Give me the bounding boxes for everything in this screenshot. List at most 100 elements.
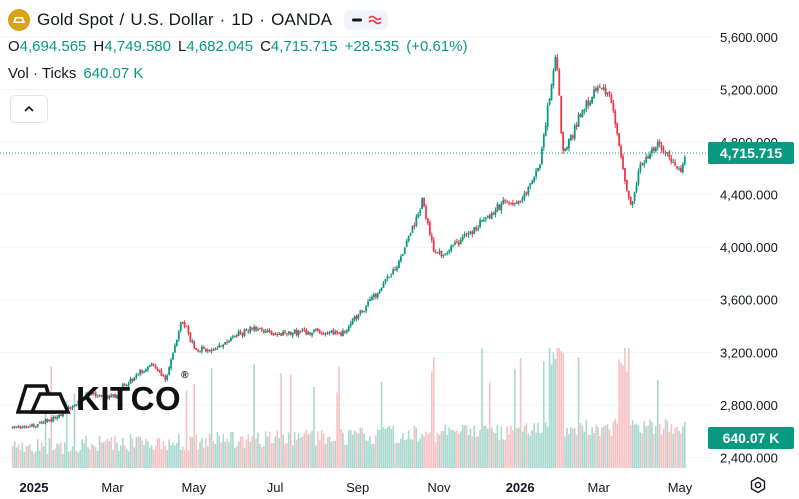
volume-bar [664, 418, 667, 468]
candle-body [31, 424, 33, 427]
candle-body [353, 316, 356, 320]
low-value: 4,682.045 [186, 38, 254, 55]
volume-bar [179, 449, 182, 468]
chart-title[interactable]: Gold Spot / U.S. Dollar · 1D · OANDA [37, 10, 332, 30]
volume-bar [367, 440, 369, 468]
collapse-legend-button[interactable] [10, 95, 48, 123]
candle-body [616, 123, 619, 134]
candle-body [396, 267, 398, 270]
candle-body [121, 384, 124, 388]
candle-body [566, 147, 568, 150]
volume-bar [653, 433, 655, 468]
candle-body [224, 342, 227, 345]
candle-body [185, 325, 188, 327]
volume-bar [347, 430, 350, 468]
candle-body [483, 219, 485, 221]
volume-bar [599, 436, 601, 468]
candle-body [481, 220, 483, 222]
candle-body [303, 329, 306, 331]
candle-body [230, 338, 232, 342]
candle-body [529, 183, 532, 187]
volume-bar [471, 436, 474, 468]
candle-body [423, 198, 425, 207]
volume-bar [398, 442, 400, 468]
volume-bar [566, 427, 568, 468]
volume-bar [402, 433, 404, 468]
candle-body [593, 89, 595, 98]
volume-bar [293, 431, 296, 468]
candle-body [635, 184, 638, 192]
candle-body [494, 210, 497, 215]
volume-bar [429, 432, 431, 468]
candle-body [307, 331, 310, 335]
volume-bar [405, 439, 408, 468]
candle-body [108, 395, 111, 399]
volume-bar [40, 442, 43, 468]
volume-bar [137, 436, 140, 468]
wave-icon[interactable] [366, 11, 384, 29]
candle-body [579, 114, 582, 117]
volume-bar [670, 424, 673, 468]
volume-bar [326, 437, 329, 468]
volume-bar [249, 441, 252, 468]
chevron-up-icon [24, 105, 34, 112]
volume-bar [257, 432, 259, 468]
volume-bar [680, 433, 682, 468]
candle-body [510, 202, 512, 204]
volume-bar [208, 433, 211, 468]
candle-body [62, 411, 64, 417]
candle-body [345, 330, 348, 333]
candle-body [469, 231, 472, 233]
volume-bar [660, 434, 663, 468]
candle-body [206, 350, 209, 352]
volume-bar [394, 443, 396, 468]
candle-body [33, 424, 35, 427]
minus-icon[interactable] [348, 11, 366, 29]
candle-body [295, 329, 298, 336]
candle-body [123, 384, 126, 386]
volume-bar [432, 357, 435, 468]
candle-body [326, 332, 329, 334]
volume-bar [558, 348, 561, 468]
candle-body [172, 352, 174, 360]
volume-bar [577, 357, 580, 468]
candle-body [581, 110, 584, 118]
volume-bar [268, 431, 271, 468]
open-value: 4,694.565 [19, 38, 87, 55]
volume-bar [546, 426, 549, 468]
volume-bar [147, 441, 149, 468]
candle-body [540, 148, 543, 164]
candle-body [183, 321, 186, 327]
gear-icon[interactable] [749, 476, 767, 494]
candle-body [125, 385, 128, 387]
volume-bar [110, 437, 112, 468]
candle-body [552, 70, 555, 86]
volume-bar [349, 429, 352, 468]
candle-body [662, 148, 665, 152]
volume-bar [181, 446, 184, 468]
candle-body [401, 254, 404, 257]
volume-bar [191, 437, 194, 468]
candle-body [110, 394, 113, 397]
candle-body [129, 378, 132, 384]
volume-bar [488, 382, 491, 468]
volume-bar [164, 445, 167, 468]
volume-bar [683, 421, 686, 468]
volume-bar [672, 433, 675, 468]
volume-bar [79, 449, 82, 468]
volume-bar [336, 392, 338, 468]
volume-bar [463, 425, 466, 468]
volume-bar [94, 447, 97, 468]
candle-body [384, 279, 387, 283]
x-tick-label: Sep [346, 480, 369, 495]
candle-body [525, 192, 528, 194]
volume-bar [210, 368, 213, 468]
volume-bar [243, 448, 246, 468]
volume-bar [369, 436, 371, 468]
candle-body [647, 156, 649, 159]
candle-body [40, 421, 43, 424]
candle-body [388, 276, 391, 278]
volume-bar [591, 426, 593, 468]
volume-bar [245, 439, 248, 468]
